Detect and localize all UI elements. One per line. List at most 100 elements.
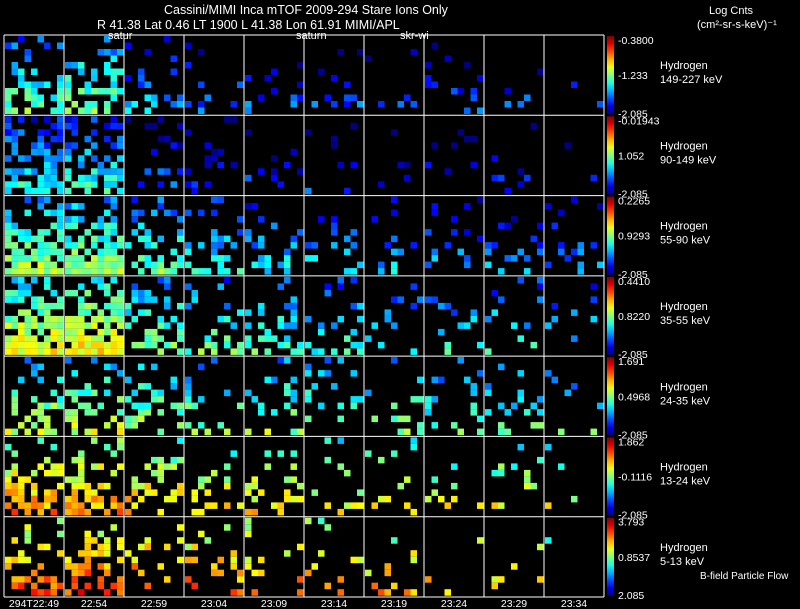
heatmap-pixel [110, 450, 117, 457]
heatmap-pixel [425, 62, 432, 69]
heatmap-pixel [104, 537, 111, 544]
colorbar-max-label: 1.862 [618, 436, 644, 448]
heatmap-pixel [378, 589, 385, 596]
heatmap-pixel [237, 348, 244, 355]
heatmap-pixel [144, 94, 151, 101]
heatmap-pixel [24, 88, 31, 95]
heatmap-pixel [91, 261, 98, 269]
heatmap-pixel [110, 216, 117, 223]
heatmap-pixel [477, 537, 484, 544]
heatmap-pixel [44, 489, 51, 496]
heatmap-pixel [31, 255, 38, 262]
heatmap-pixel [485, 383, 492, 390]
heatmap-pixel [537, 296, 544, 303]
heatmap-pixel [297, 168, 304, 175]
heatmap-cell [425, 357, 484, 436]
heatmap-pixel [498, 463, 505, 470]
heatmap-pixel [44, 209, 51, 217]
time-tick-label: 23:09 [261, 598, 287, 609]
heatmap-pixel [517, 248, 524, 256]
heatmap-pixel [84, 181, 91, 188]
heatmap-pixel [37, 409, 44, 416]
heatmap-pixel [24, 309, 31, 316]
heatmap-pixel [110, 268, 117, 275]
heatmap-pixel [191, 582, 198, 590]
heatmap-pixel [198, 482, 205, 490]
heatmap-cell [65, 357, 124, 436]
heatmap-pixel [290, 396, 297, 403]
heatmap-pixel [517, 443, 524, 451]
heatmap-pixel [71, 389, 78, 397]
heatmap-pixel [365, 389, 372, 397]
heatmap-pixel [44, 174, 51, 182]
heatmap-cell [365, 437, 417, 516]
heatmap-pixel [511, 255, 518, 262]
heatmap-pixel [78, 450, 85, 457]
heatmap-pixel [185, 242, 192, 249]
heatmap-pixel [151, 148, 158, 156]
heatmap-pixel [590, 315, 597, 323]
heatmap-pixel [78, 315, 85, 323]
heatmap-pixel [104, 508, 111, 516]
heatmap-pixel [271, 174, 278, 182]
heatmap-pixel [297, 482, 304, 490]
heatmap-pixel [524, 469, 531, 477]
heatmap-pixel [97, 248, 104, 256]
heatmap-pixel [31, 335, 38, 342]
heatmap-pixel [37, 563, 44, 570]
heatmap-pixel [117, 463, 124, 470]
heatmap-pixel [264, 268, 271, 275]
heatmap-pixel [378, 341, 385, 349]
heatmap-pixel [230, 556, 237, 564]
heatmap-pixel [97, 161, 104, 169]
heatmap-pixel [91, 75, 98, 82]
heatmap-pixel [337, 49, 344, 56]
heatmap-pixel [464, 261, 471, 269]
heatmap-pixel [24, 187, 31, 195]
heatmap-pixel [24, 235, 31, 243]
heatmap-pixel [24, 196, 31, 204]
time-tick-label: 23:14 [321, 598, 347, 609]
heatmap-pixel [50, 289, 57, 297]
heatmap-pixel [125, 415, 132, 423]
heatmap-pixel [264, 428, 271, 436]
heatmap-pixel [185, 181, 192, 188]
heatmap-pixel [24, 94, 31, 101]
heatmap-pixel [78, 255, 85, 262]
heatmap-pixel [498, 174, 505, 182]
heatmap-pixel [177, 437, 184, 444]
heatmap-pixel [444, 341, 451, 349]
heatmap-pixel [57, 582, 64, 590]
heatmap-pixel [170, 261, 177, 269]
heatmap-pixel [110, 81, 117, 88]
heatmap-pixel [177, 94, 184, 101]
heatmap-pixel [65, 148, 72, 156]
heatmap-pixel [110, 582, 117, 590]
colorbar [607, 276, 614, 356]
heatmap-pixel [318, 68, 325, 75]
heatmap-cell [65, 437, 124, 516]
heatmap-pixel [18, 276, 25, 284]
heatmap-pixel [37, 296, 44, 303]
heatmap-pixel [5, 168, 12, 175]
heatmap-pixel [117, 556, 124, 564]
heatmap-pixel [564, 142, 571, 149]
heatmap-pixel [324, 582, 331, 590]
heatmap-pixel [537, 276, 544, 284]
heatmap-pixel [97, 495, 104, 503]
heatmap-pixel [18, 376, 25, 384]
heatmap-pixel [97, 276, 104, 284]
heatmap-pixel [331, 242, 338, 249]
heatmap-pixel [391, 235, 398, 243]
heatmap-pixel [524, 476, 531, 483]
heatmap-pixel [71, 122, 78, 130]
heatmap-pixel [104, 62, 111, 69]
heatmap-cell [245, 129, 304, 188]
chart-title: Cassini/MIMI Inca mTOF 2009-294 Stare Io… [164, 3, 448, 17]
heatmap-pixel [65, 357, 72, 364]
heatmap-pixel [318, 348, 325, 355]
heatmap-pixel [237, 576, 244, 583]
heatmap-pixel [284, 476, 291, 483]
heatmap-pixel [204, 502, 211, 509]
heatmap-pixel [104, 49, 111, 56]
